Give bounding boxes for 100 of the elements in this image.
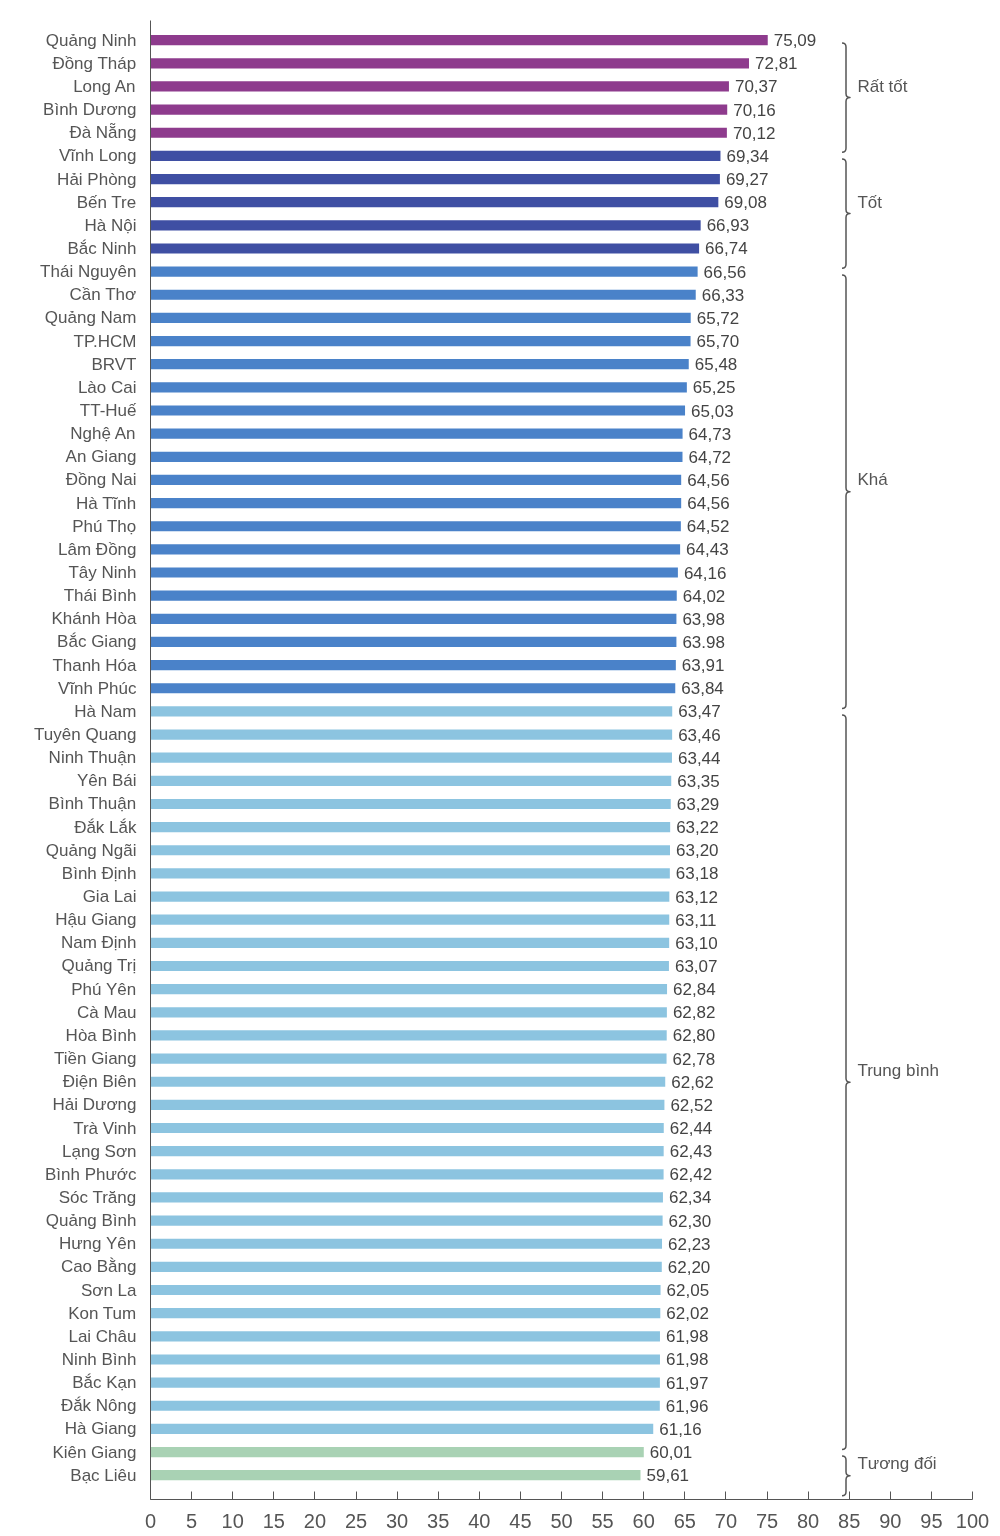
x-tick-label: 85 [838,1509,861,1532]
data-label: 62,52 [670,1095,713,1115]
annotation: Khá [857,470,889,490]
y-tick-label: Hưng Yên [58,1234,137,1254]
data-label: 62,62 [671,1072,714,1092]
data-label: 65,03 [691,401,734,421]
bar [150,752,672,763]
data-label: 62,30 [668,1211,712,1231]
y-tick-label: Quảng Nam [44,308,137,328]
y-tick-label: Long An [73,76,136,96]
y-tick-label: BRVT [91,354,137,374]
y-tick-label: Bạc Liêu [70,1465,137,1485]
y-tick-label: Hải Dương [52,1095,137,1115]
bar [150,1377,660,1388]
y-tick-label: Kiên Giang [52,1442,137,1462]
x-tick-label: 25 [344,1509,368,1532]
bar [150,474,682,486]
bar [150,567,678,578]
data-label: 66,74 [705,239,748,259]
data-label: 62,43 [669,1142,713,1162]
x-tick-label: 95 [920,1509,943,1532]
data-label: 63,22 [676,818,719,838]
data-label: 72,81 [755,54,798,74]
bar [150,451,683,462]
data-label: 62,20 [667,1257,711,1277]
bar [150,1192,663,1203]
bar [150,1215,663,1226]
y-tick-label: Điện Biên [62,1072,137,1092]
y-tick-label: Thanh Hóa [52,655,138,675]
data-label: 62,80 [672,1026,716,1046]
y-tick-label: Hòa Bình [65,1025,137,1045]
y-tick-label: Hà Nội [84,215,137,235]
y-tick-label: Ninh Thuận [48,748,137,768]
y-tick-label: Yên Bái [76,771,137,791]
bar [150,1007,667,1018]
x-tick-label: 100 [955,1509,990,1532]
bar [150,104,728,115]
bar [150,775,672,786]
data-label: 69,08 [724,193,767,213]
y-tick-label: Quảng Ngãi [45,840,137,860]
data-label: 63,18 [675,864,719,884]
y-tick-label: Cao Bằng [60,1257,137,1277]
bar [150,1354,660,1365]
bar [150,1423,654,1434]
data-label: 63,29 [676,794,720,814]
y-tick-label: Hà Giang [64,1419,137,1439]
bar [150,1076,666,1087]
x-tick-label: 30 [385,1509,409,1532]
x-tick-label: 5 [186,1509,198,1532]
y-tick-label: TT-Huế [79,401,138,420]
bar [150,1446,644,1458]
annotation: Tốt [857,192,883,212]
data-label: 70,12 [732,123,776,143]
x-tick-label: 50 [550,1509,573,1532]
y-tick-label: Lào Cai [77,377,137,397]
bar [150,613,677,624]
x-tick-label: 35 [427,1509,450,1532]
data-label: 63,98 [682,609,725,629]
bar [150,1331,660,1342]
x-tick-label: 55 [591,1509,614,1532]
y-tick-label: Hà Tĩnh [76,493,137,513]
bar [150,544,681,555]
y-tick-label: Bắc Ninh [67,238,137,258]
y-tick-label: Quảng Ninh [45,30,137,50]
y-tick-label: Bến Tre [76,192,137,212]
data-label: 75,09 [773,31,817,51]
bar [150,1261,662,1272]
y-tick-label: Bắc Giang [57,632,137,652]
data-label: 62,05 [666,1281,710,1301]
data-label: 65,70 [696,332,740,352]
data-label: 66,56 [703,262,747,282]
bar [150,960,669,972]
y-tick-label: Lạng Sơn [62,1141,137,1161]
data-label: 62,84 [673,980,716,1000]
bar [150,289,696,300]
y-tick-label: Bình Phước [44,1164,137,1184]
y-tick-label: Lâm Đồng [58,539,137,559]
bar [150,150,721,161]
data-label: 61,98 [665,1327,709,1347]
y-tick-label: Gia Lai [82,887,137,907]
y-tick-label: Bình Dương [43,100,137,120]
data-label: 63,10 [675,933,718,953]
data-label: 65,48 [694,355,738,375]
y-tick-label: Khánh Hòa [51,609,138,629]
y-tick-label: Lai Châu [68,1326,137,1346]
data-label: 62,44 [669,1119,713,1139]
bar [150,868,670,879]
data-label: 70,16 [733,100,776,120]
data-label: 63,44 [677,748,721,768]
bar [150,359,689,370]
y-tick-label: Thái Nguyên [40,262,137,282]
x-tick-label: 10 [221,1509,244,1532]
bar [150,81,729,92]
y-tick-label: Bắc Kạn [72,1373,137,1393]
y-tick-label: Tây Ninh [68,563,137,583]
y-tick-label: Cần Thơ [69,285,137,305]
y-tick-label: Bình Thuận [48,794,137,814]
data-label: 63,91 [681,656,725,676]
data-label: 69,34 [726,146,770,166]
y-tick-label: Sóc Trăng [58,1187,137,1207]
